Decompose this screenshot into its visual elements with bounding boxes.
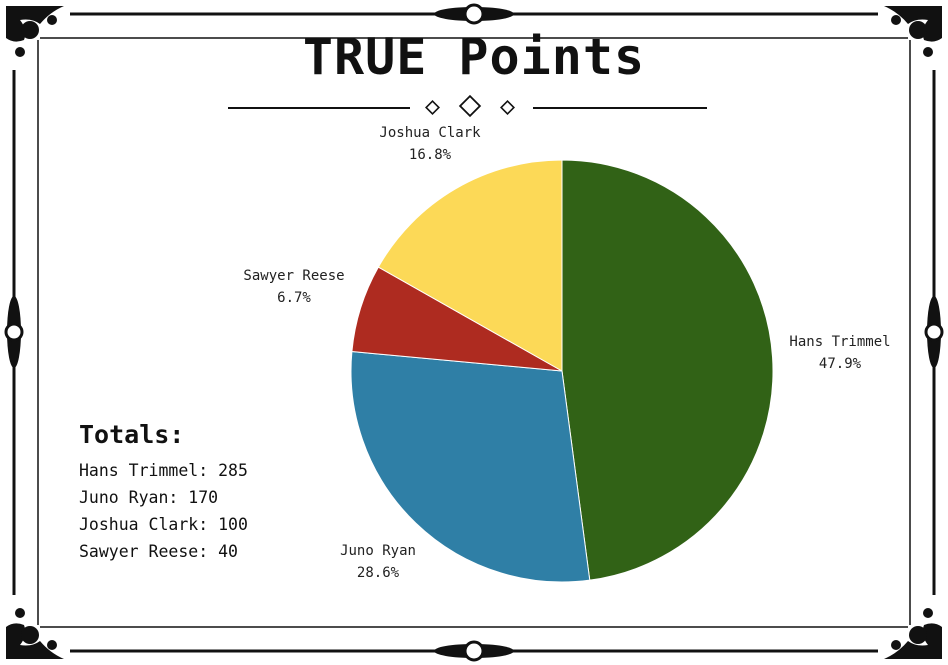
slice-percent-sawyer-reese: 6.7% <box>277 290 311 306</box>
pie-slice-juno-ryan <box>350 350 591 583</box>
totals-heading: Totals: <box>79 420 185 449</box>
slice-percent-juno-ryan: 28.6% <box>357 565 400 581</box>
corner-ornament-icon <box>6 6 942 659</box>
totals-row-juno-ryan: Juno Ryan: 170 <box>79 488 219 507</box>
totals-row-sawyer-reese: Sawyer Reese: 40 <box>79 542 238 561</box>
totals-row-joshua-clark: Joshua Clark: 100 <box>79 515 248 534</box>
slice-percent-hans-trimmel: 47.9% <box>819 356 862 372</box>
title-divider <box>228 94 707 118</box>
slice-label-joshua-clark: Joshua Clark <box>379 125 481 141</box>
slice-label-hans-trimmel: Hans Trimmel <box>789 334 890 350</box>
totals-panel: Totals: Hans Trimmel: 285 Juno Ryan: 170… <box>79 420 248 565</box>
slice-label-juno-ryan: Juno Ryan <box>340 543 416 559</box>
chart-title: TRUE Points <box>302 28 646 86</box>
totals-row-hans-trimmel: Hans Trimmel: 285 <box>79 461 248 480</box>
slice-label-sawyer-reese: Sawyer Reese <box>243 268 344 284</box>
pie-slice-hans-trimmel <box>561 159 774 581</box>
slice-percent-joshua-clark: 16.8% <box>409 147 452 163</box>
pie-slice-joshua-clark <box>377 159 563 372</box>
